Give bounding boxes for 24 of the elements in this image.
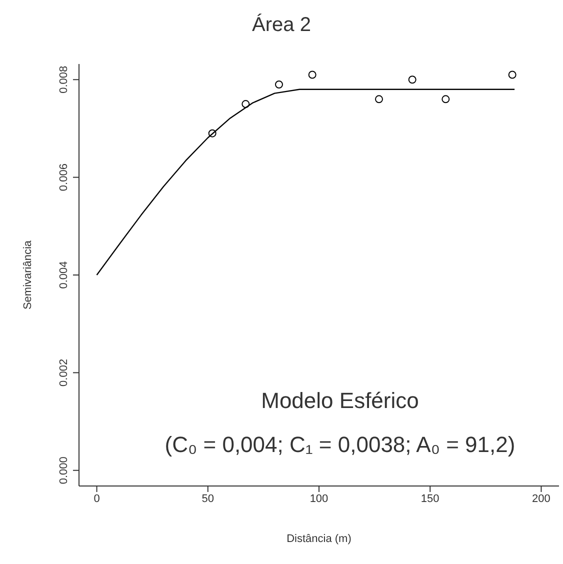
point: [308, 70, 316, 79]
point: [275, 80, 283, 89]
chart-title: Área 2: [251, 14, 312, 37]
x-tick-label: 50: [202, 492, 214, 505]
y-tick-label: 0.008: [58, 66, 70, 94]
y-tick-label: 0.006: [58, 164, 70, 192]
y-tick-label: 0.000: [58, 456, 70, 484]
point: [242, 100, 250, 108]
line-series: [96, 88, 516, 276]
point: [375, 95, 383, 104]
y-tick-label: 0.004: [58, 261, 70, 289]
x-tick-label: 100: [310, 492, 328, 505]
point: [208, 129, 216, 138]
point: [508, 70, 516, 79]
annotation: (C₀ = 0,004; C₁ = 0,0038; A₀ = 91,2): [164, 432, 516, 458]
x-tick-label: 150: [420, 492, 440, 505]
annotation: Modelo Esférico: [260, 388, 420, 414]
point: [442, 95, 450, 104]
x-tick-label: 200: [532, 492, 550, 505]
y-tick-label: 0.002: [58, 358, 70, 386]
y-axis-title: Semivariância: [22, 240, 34, 310]
x-axis-title: Distância (m): [286, 533, 352, 545]
point: [408, 76, 416, 84]
x-tick-label: 0: [94, 492, 100, 505]
